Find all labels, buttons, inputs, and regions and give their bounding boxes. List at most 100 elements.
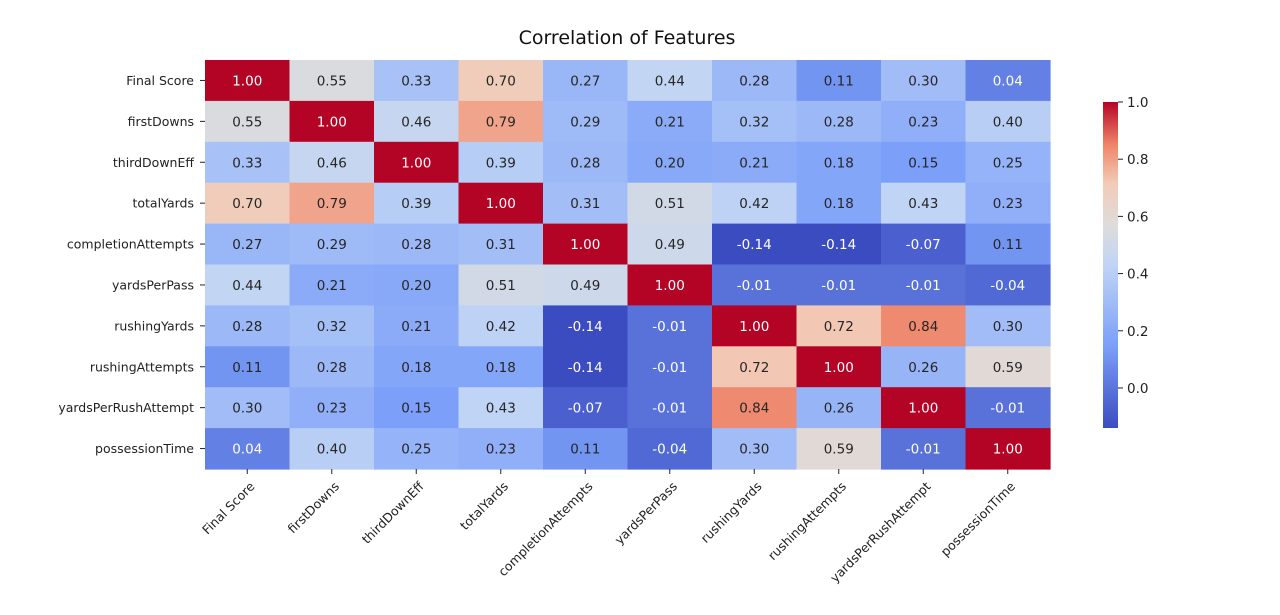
heatmap-cell xyxy=(543,428,629,470)
heatmap-cell xyxy=(543,223,629,266)
colorbar: 0.0 0.2 0.4 0.6 0.8 1.0 xyxy=(1103,95,1148,428)
heatmap-cell xyxy=(796,346,882,388)
heatmap-cell xyxy=(627,60,713,102)
heatmap-cell xyxy=(289,182,375,225)
x-tick-label: rushingAttempts xyxy=(765,479,849,563)
colorbar-gradient xyxy=(1103,102,1118,428)
heatmap-cell xyxy=(627,223,713,266)
heatmap-cell xyxy=(458,141,544,184)
cell-value-label: 0.79 xyxy=(317,196,347,212)
heatmap-cell xyxy=(965,305,1051,347)
cell-value-label: 0.15 xyxy=(908,155,938,171)
heatmap-cell xyxy=(881,264,967,306)
cell-value-label: 0.42 xyxy=(739,196,769,212)
heatmap-cell xyxy=(205,346,291,388)
cell-value-label: 0.46 xyxy=(401,114,431,130)
heatmap-cell xyxy=(712,387,798,429)
cell-value-label: -0.14 xyxy=(821,237,856,253)
heatmap-cells: 1.00 0.55 0.33 0.70 0.27 0.44 0.28 0.11 0.30 0.04… xyxy=(205,60,1051,470)
cell-value-label: 0.46 xyxy=(317,155,347,171)
x-tick-label: possessionTime xyxy=(937,478,1018,559)
heatmap-cell xyxy=(712,141,798,184)
cell-value-label: 0.26 xyxy=(908,360,938,376)
cell-value-label: 0.43 xyxy=(486,401,516,417)
cell-value-label: 0.18 xyxy=(824,155,854,171)
y-tick-label: rushingYards xyxy=(114,318,194,333)
heatmap-cell xyxy=(627,264,713,306)
x-axis-tick-labels: Final Score firstDowns thirdDownEff totalYa… xyxy=(199,469,1018,585)
heatmap-cell xyxy=(289,387,375,429)
heatmap-cell xyxy=(205,100,291,143)
heatmap-cell xyxy=(289,428,375,470)
cell-value-label: 1.00 xyxy=(908,401,938,417)
cell-value-label: 0.25 xyxy=(993,155,1023,171)
cell-value-label: 0.33 xyxy=(232,155,262,171)
heatmap-cell xyxy=(374,60,460,102)
cell-value-label: -0.01 xyxy=(906,442,941,458)
colorbar-tick-label: 1.0 xyxy=(1127,95,1148,111)
cell-value-label: -0.04 xyxy=(990,278,1025,294)
cell-value-label: 0.11 xyxy=(993,237,1023,253)
cell-value-label: 0.28 xyxy=(401,237,431,253)
y-tick-label: firstDowns xyxy=(128,114,194,129)
cell-value-label: 0.21 xyxy=(401,319,431,335)
cell-value-label: 0.72 xyxy=(739,360,769,376)
heatmap-cell xyxy=(543,182,629,225)
heatmap-cell xyxy=(374,182,460,225)
heatmap-cell xyxy=(881,387,967,429)
cell-value-label: 0.25 xyxy=(401,442,431,458)
cell-value-label: 0.51 xyxy=(655,196,685,212)
heatmap-cell xyxy=(374,305,460,347)
heatmap-cell xyxy=(627,305,713,347)
colorbar-tick-label: 0.6 xyxy=(1127,209,1148,225)
x-tick-label: firstDowns xyxy=(285,479,343,537)
heatmap-cell xyxy=(712,346,798,388)
cell-value-label: 1.00 xyxy=(739,319,769,335)
cell-value-label: 0.21 xyxy=(655,114,685,130)
cell-value-label: 0.40 xyxy=(993,114,1023,130)
heatmap-cell xyxy=(458,428,544,470)
cell-value-label: 0.20 xyxy=(655,155,685,171)
heatmap-cell xyxy=(965,60,1051,102)
y-tick-label: yardsPerPass xyxy=(112,277,194,292)
cell-value-label: -0.01 xyxy=(652,319,687,335)
cell-value-label: -0.01 xyxy=(737,278,772,294)
cell-value-label: 1.00 xyxy=(317,114,347,130)
y-tick-label: totalYards xyxy=(132,196,194,211)
heatmap-cell xyxy=(881,100,967,143)
cell-value-label: 0.26 xyxy=(824,401,854,417)
cell-value-label: 0.49 xyxy=(655,237,685,253)
cell-value-label: 0.55 xyxy=(232,114,262,130)
cell-value-label: 0.28 xyxy=(317,360,347,376)
heatmap-cell xyxy=(712,182,798,225)
heatmap-cell xyxy=(289,264,375,306)
cell-value-label: 0.15 xyxy=(401,401,431,417)
heatmap-cell xyxy=(796,60,882,102)
cell-value-label: 0.32 xyxy=(739,114,769,130)
heatmap-cell xyxy=(965,346,1051,388)
x-tick-label: completionAttempts xyxy=(495,479,595,579)
cell-value-label: 0.33 xyxy=(401,73,431,89)
cell-value-label: 0.84 xyxy=(908,319,938,335)
heatmap-cell xyxy=(965,141,1051,184)
heatmap-cell xyxy=(458,346,544,388)
cell-value-label: 0.23 xyxy=(317,401,347,417)
heatmap-cell xyxy=(458,387,544,429)
heatmap-cell xyxy=(543,141,629,184)
cell-value-label: 0.23 xyxy=(486,442,516,458)
x-tick-label: yardsPerPass xyxy=(611,479,680,548)
cell-value-label: 0.04 xyxy=(232,442,262,458)
y-tick-label: completionAttempts xyxy=(67,237,194,252)
cell-value-label: 0.28 xyxy=(824,114,854,130)
cell-value-label: 0.49 xyxy=(570,278,600,294)
heatmap-cell xyxy=(374,100,460,143)
heatmap-cell xyxy=(289,305,375,347)
heatmap-cell xyxy=(796,264,882,306)
cell-value-label: -0.14 xyxy=(568,319,603,335)
cell-value-label: -0.01 xyxy=(990,401,1025,417)
heatmap-cell xyxy=(881,60,967,102)
heatmap-cell xyxy=(289,141,375,184)
cell-value-label: -0.14 xyxy=(568,360,603,376)
heatmap-cell xyxy=(205,182,291,225)
x-tick-label: rushingYards xyxy=(698,479,765,546)
